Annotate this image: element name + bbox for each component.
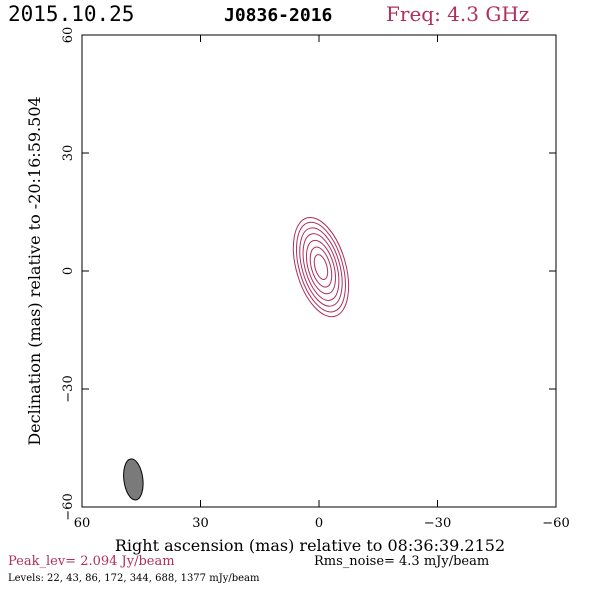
contour-172 [302, 233, 340, 301]
peak-level: Peak_lev= 2.094 Jy/beam [8, 554, 175, 569]
y-tick-label: −30 [61, 375, 76, 402]
frequency-label: Freq: 4.3 GHz [386, 2, 530, 26]
y-tick-label: 60 [61, 27, 76, 44]
x-tick-label: 60 [74, 516, 91, 531]
contour-levels: Levels: 22, 43, 86, 172, 344, 688, 1377 … [8, 573, 260, 584]
rms-noise: Rms_noise= 4.3 mJy/beam [314, 554, 490, 569]
y-tick-label: −60 [61, 493, 76, 520]
contour-344 [305, 239, 336, 295]
y-axis-label: Declination (mas) relative to -20:16:59.… [25, 96, 44, 445]
beam-ellipse [123, 458, 144, 501]
source-name: J0836-2016 [224, 5, 333, 26]
y-tick-label: 30 [61, 145, 76, 162]
x-tick-label: −60 [542, 516, 569, 531]
axis-ticks [81, 34, 557, 508]
contour-22 [292, 216, 350, 318]
contour-set [292, 216, 350, 318]
contour-86 [299, 227, 343, 307]
x-tick-label: 0 [315, 516, 323, 531]
x-tick-label: −30 [424, 516, 451, 531]
plot-frame [81, 34, 557, 508]
contour-43 [296, 221, 346, 313]
beam-ellipse-group [123, 458, 144, 501]
x-tick-label: 30 [192, 516, 209, 531]
observation-date: 2015.10.25 [8, 2, 135, 26]
contour-688 [309, 246, 333, 288]
contour-1377 [313, 254, 329, 280]
x-axis-label: Right ascension (mas) relative to 08:36:… [115, 536, 505, 555]
y-tick-label: 0 [61, 267, 76, 275]
